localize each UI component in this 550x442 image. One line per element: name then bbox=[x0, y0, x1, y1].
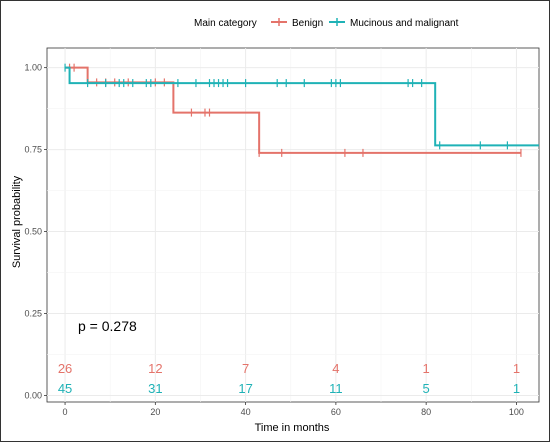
at-risk-count: 1 bbox=[513, 381, 520, 396]
at-risk-count: 7 bbox=[242, 361, 249, 376]
legend: Main category Benign Mucinous and malign… bbox=[194, 18, 459, 29]
legend-label-mucinous: Mucinous and malignant bbox=[350, 18, 459, 29]
at-risk-count: 45 bbox=[58, 381, 72, 396]
y-tick-label: 1.00 bbox=[24, 63, 42, 73]
y-tick-label: 0.00 bbox=[24, 390, 42, 400]
at-risk-count: 4 bbox=[332, 361, 339, 376]
plot-panel bbox=[46, 47, 540, 403]
at-risk-count: 5 bbox=[423, 381, 430, 396]
x-tick-label: 40 bbox=[241, 407, 251, 417]
p-value-annotation: p = 0.278 bbox=[78, 318, 137, 334]
x-tick-label: 0 bbox=[63, 407, 68, 417]
survival-curve bbox=[65, 66, 539, 147]
y-tick-label: 0.25 bbox=[24, 309, 42, 319]
series-layer bbox=[64, 63, 539, 157]
x-tick-label: 60 bbox=[331, 407, 341, 417]
grid-lines bbox=[47, 48, 539, 402]
at-risk-count: 1 bbox=[513, 361, 520, 376]
y-axis-label: Survival probability bbox=[11, 175, 23, 268]
at-risk-count: 1 bbox=[423, 361, 430, 376]
at-risk-count: 12 bbox=[148, 361, 162, 376]
y-tick-label: 0.75 bbox=[24, 145, 42, 155]
series-mucinous bbox=[64, 63, 539, 150]
at-risk-count: 31 bbox=[148, 381, 162, 396]
x-tick-label: 20 bbox=[150, 407, 160, 417]
x-tick-label: 100 bbox=[509, 407, 524, 417]
x-tick-label: 80 bbox=[421, 407, 431, 417]
at-risk-count: 17 bbox=[238, 381, 252, 396]
risk-table: 26 12 7 4 1 145 31 17 11 5 1 bbox=[58, 361, 520, 396]
at-risk-count: 11 bbox=[329, 381, 343, 396]
legend-label-benign: Benign bbox=[292, 18, 323, 29]
survival-curve bbox=[65, 66, 521, 154]
legend-title: Main category bbox=[194, 18, 257, 29]
x-axis-label: Time in months bbox=[255, 422, 330, 434]
at-risk-count: 26 bbox=[58, 361, 72, 376]
y-tick-label: 0.50 bbox=[24, 227, 42, 237]
axes: 0 20 40 60 80 100 0.00 0.25 0.50 0.75 1.00 bbox=[24, 63, 523, 417]
